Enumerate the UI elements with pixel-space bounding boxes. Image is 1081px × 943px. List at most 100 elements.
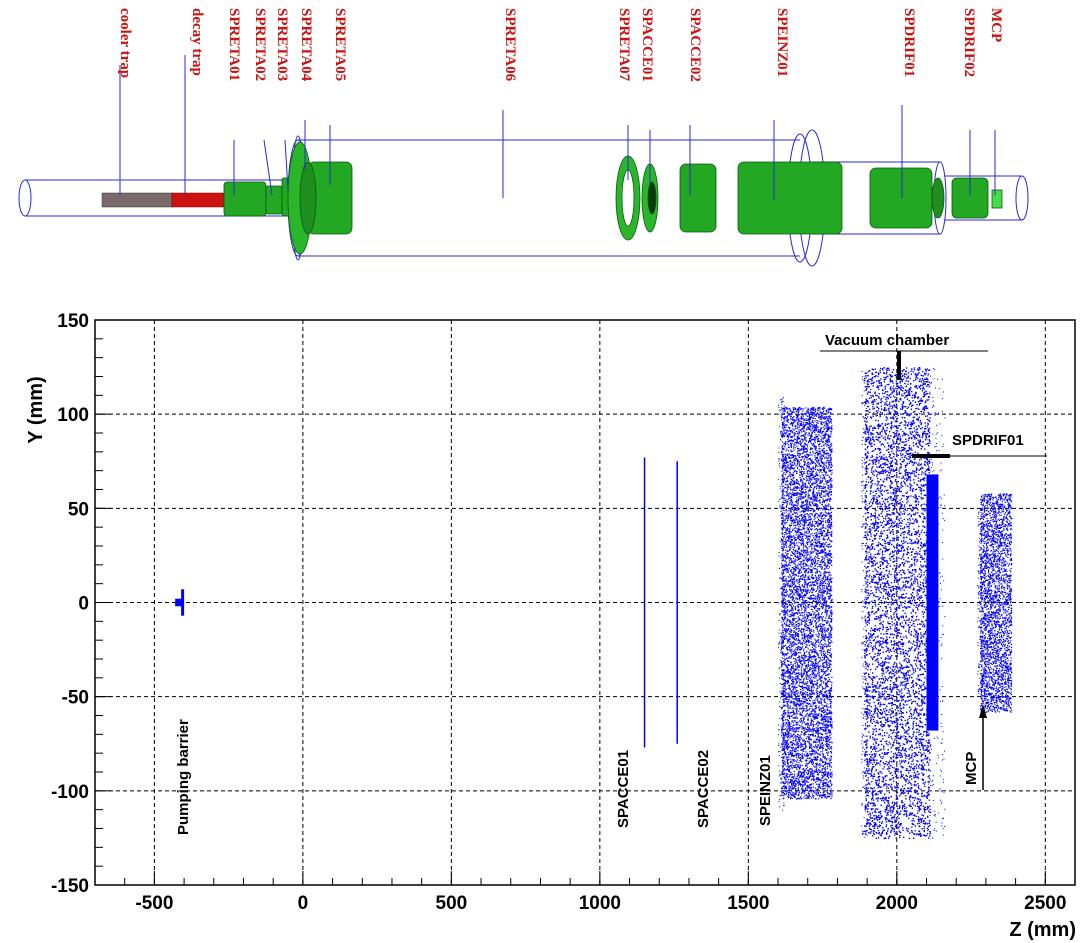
hit-point (828, 618, 830, 620)
hit-point (814, 408, 816, 410)
hit-point (800, 470, 802, 472)
hit-point (825, 466, 828, 468)
hit-point (788, 615, 790, 617)
hit-point (828, 465, 830, 467)
hit-point (822, 514, 824, 517)
hit-point (823, 779, 825, 781)
hit-point (791, 516, 793, 518)
hit-point (782, 521, 784, 523)
hit-point (820, 684, 822, 686)
hit-point (796, 677, 798, 679)
hit-point (788, 413, 790, 415)
hit-point (823, 561, 825, 563)
hit-point (823, 572, 825, 575)
hit-point (830, 701, 832, 703)
hit-point (812, 493, 815, 495)
hit-point (781, 507, 783, 509)
hit-point (792, 749, 794, 751)
hit-point (808, 458, 810, 460)
hit-point (781, 664, 783, 666)
hit-point (787, 679, 789, 682)
hit-point (792, 617, 794, 619)
hit-point (801, 764, 803, 766)
hit-point (794, 693, 796, 695)
hit-point (795, 653, 797, 655)
hit-point (793, 588, 795, 590)
hit-point (784, 602, 786, 605)
hit-point (815, 459, 817, 461)
hit-point (825, 483, 827, 485)
hit-point (816, 596, 818, 598)
hit-point (811, 508, 813, 510)
hit-point (796, 625, 798, 627)
hit-point (785, 788, 787, 790)
hit-point (785, 604, 787, 606)
hit-point (784, 560, 786, 563)
hit-point (794, 520, 796, 522)
hit-point (806, 785, 808, 787)
hit-point (799, 493, 801, 496)
hit-point (816, 652, 818, 654)
hit-point (789, 534, 791, 536)
hit-point (816, 641, 818, 643)
hit-point (784, 690, 786, 692)
hit-point (816, 767, 818, 769)
hit-point (819, 630, 822, 632)
hit-point (812, 796, 815, 798)
hit-point (826, 474, 828, 477)
electrodes (223, 141, 1003, 255)
hit-point (800, 542, 802, 544)
hit-point (812, 761, 814, 763)
hit-point (805, 455, 807, 457)
hit-point (791, 725, 793, 727)
hit-point (786, 504, 788, 506)
hit-point (796, 551, 799, 553)
hit-point (826, 784, 828, 787)
hit-point (815, 783, 818, 785)
hit-point (809, 666, 811, 669)
hit-point (798, 563, 800, 565)
hit-point (810, 486, 812, 488)
hit-point (810, 467, 812, 469)
hit-point (794, 540, 796, 542)
hit-point (826, 411, 828, 413)
hit-point (814, 667, 816, 669)
hit-point (785, 529, 787, 531)
hit-point (790, 412, 793, 414)
hit-point (781, 677, 783, 680)
hit-point (784, 606, 786, 608)
hit-point (824, 601, 826, 603)
hit-point (821, 651, 823, 653)
hit-point (782, 490, 784, 492)
hit-point (803, 729, 805, 731)
hit-point (811, 674, 813, 676)
hit-point (786, 495, 788, 497)
hit-point (817, 541, 819, 543)
hit-point (803, 726, 805, 728)
hit-point (826, 533, 828, 535)
hit-point (817, 663, 819, 665)
hit-point (823, 662, 826, 664)
hit-point (800, 761, 803, 763)
hit-point (831, 564, 833, 566)
hit-point (831, 425, 833, 427)
hit-point (814, 431, 816, 434)
hit-point (812, 490, 815, 492)
hit-point (813, 438, 815, 440)
hit-point (809, 629, 811, 631)
hit-point (783, 760, 785, 762)
hit-point (786, 614, 789, 616)
schematic-leader-lines (119, 55, 996, 200)
hit-point (808, 568, 810, 570)
hit-point (822, 723, 824, 725)
hit-point (808, 769, 811, 771)
hit-point (815, 435, 817, 437)
hit-point (808, 540, 810, 542)
hit-point (788, 765, 790, 767)
hit-point (798, 498, 800, 501)
hit-point (817, 539, 819, 541)
hit-point (798, 568, 800, 571)
hit-point (788, 475, 790, 477)
hit-point (820, 627, 822, 629)
hit-point (822, 557, 824, 560)
